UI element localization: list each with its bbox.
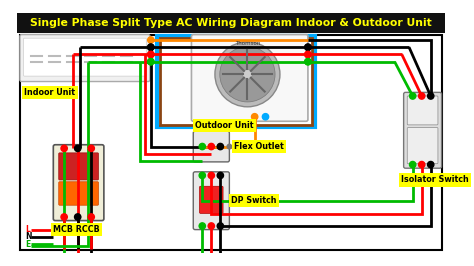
Circle shape xyxy=(428,93,434,99)
Circle shape xyxy=(305,51,311,58)
Text: E: E xyxy=(26,240,31,248)
FancyBboxPatch shape xyxy=(193,172,229,230)
Bar xyxy=(17,13,445,33)
Text: DP Switch: DP Switch xyxy=(231,196,277,205)
FancyBboxPatch shape xyxy=(193,131,229,162)
Circle shape xyxy=(148,44,154,50)
Circle shape xyxy=(208,143,214,150)
Circle shape xyxy=(74,145,81,152)
Circle shape xyxy=(148,51,154,58)
Circle shape xyxy=(217,143,224,150)
Circle shape xyxy=(148,37,154,43)
Circle shape xyxy=(410,161,416,168)
FancyBboxPatch shape xyxy=(404,92,442,168)
Circle shape xyxy=(208,223,214,229)
Circle shape xyxy=(227,144,232,149)
FancyBboxPatch shape xyxy=(20,35,150,82)
FancyBboxPatch shape xyxy=(24,38,146,76)
Circle shape xyxy=(305,51,311,58)
Circle shape xyxy=(252,114,258,120)
Circle shape xyxy=(199,223,205,229)
Circle shape xyxy=(199,172,205,178)
Text: N: N xyxy=(25,232,31,241)
Circle shape xyxy=(305,59,311,65)
Circle shape xyxy=(410,93,416,99)
Circle shape xyxy=(217,223,224,229)
Circle shape xyxy=(243,69,252,79)
Circle shape xyxy=(74,214,81,220)
Circle shape xyxy=(61,145,67,152)
Bar xyxy=(160,38,312,125)
Text: Isolator Switch: Isolator Switch xyxy=(401,176,469,184)
FancyBboxPatch shape xyxy=(53,145,104,221)
Circle shape xyxy=(262,114,269,120)
Text: Thomson: Thomson xyxy=(235,41,260,46)
Circle shape xyxy=(88,214,94,220)
Text: Single Phase Split Type AC Wiring Diagram Indoor & Outdoor Unit: Single Phase Split Type AC Wiring Diagra… xyxy=(30,18,432,28)
Circle shape xyxy=(305,44,311,50)
Text: Flex Outlet: Flex Outlet xyxy=(234,142,283,151)
Circle shape xyxy=(305,44,311,50)
Circle shape xyxy=(148,44,154,50)
Text: L: L xyxy=(26,225,30,234)
Circle shape xyxy=(419,161,425,168)
Text: MCB RCCB: MCB RCCB xyxy=(53,225,100,234)
Circle shape xyxy=(148,59,154,65)
Circle shape xyxy=(61,214,67,220)
FancyBboxPatch shape xyxy=(407,128,438,164)
FancyBboxPatch shape xyxy=(407,96,438,125)
Text: Indoor Unit: Indoor Unit xyxy=(25,88,75,97)
Circle shape xyxy=(148,51,154,58)
Text: Outdoor Unit: Outdoor Unit xyxy=(195,121,254,130)
Circle shape xyxy=(88,145,94,152)
FancyBboxPatch shape xyxy=(59,182,99,205)
FancyBboxPatch shape xyxy=(59,153,99,180)
Circle shape xyxy=(217,172,224,178)
FancyBboxPatch shape xyxy=(200,186,223,213)
Circle shape xyxy=(215,42,280,107)
Circle shape xyxy=(208,172,214,178)
Circle shape xyxy=(428,161,434,168)
Bar xyxy=(157,36,315,127)
FancyBboxPatch shape xyxy=(191,35,308,121)
Circle shape xyxy=(419,93,425,99)
Circle shape xyxy=(305,59,311,65)
Circle shape xyxy=(220,47,275,102)
Circle shape xyxy=(148,59,154,65)
Bar xyxy=(20,35,442,250)
Circle shape xyxy=(199,143,205,150)
